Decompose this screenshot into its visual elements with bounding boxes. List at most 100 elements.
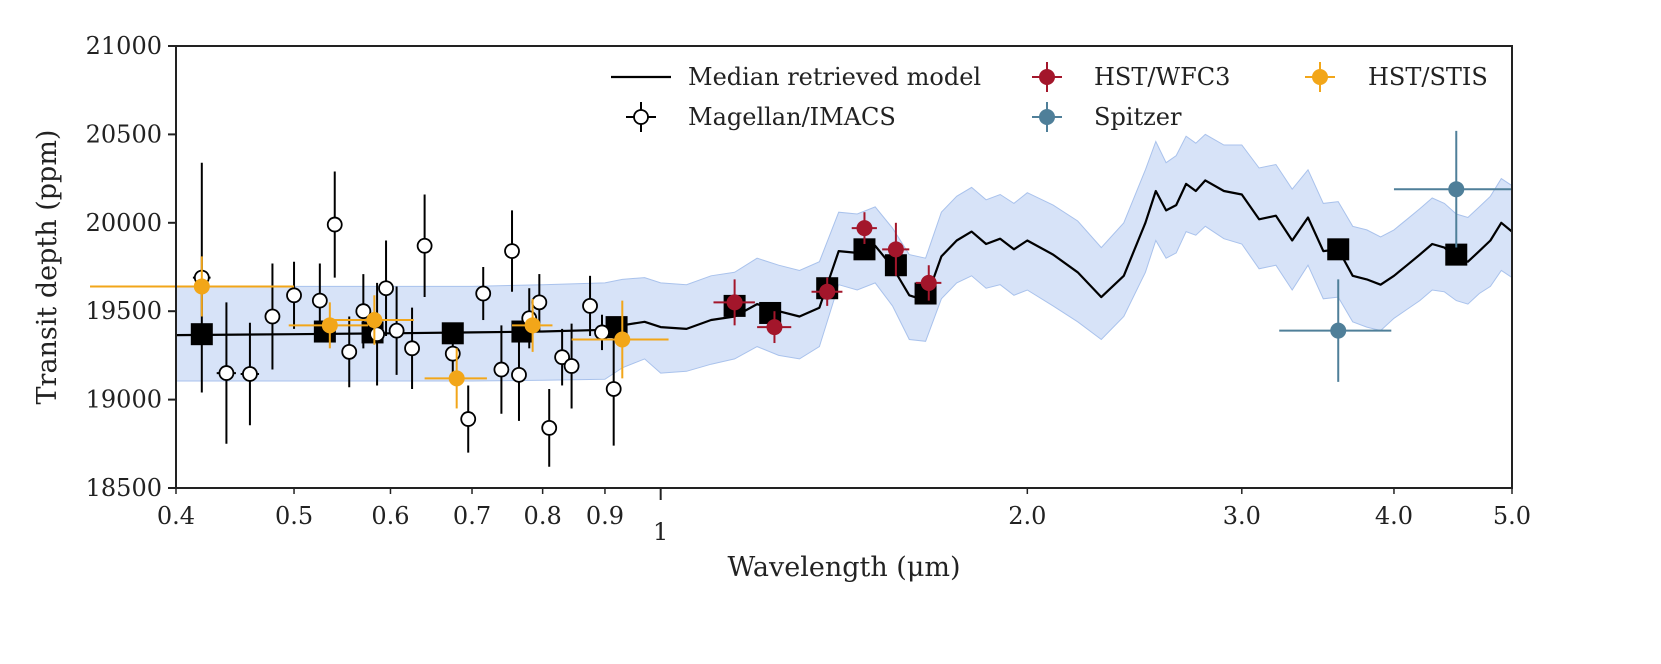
- data-marker: [856, 220, 873, 237]
- x-tick-label: 0.4: [157, 502, 195, 530]
- data-point: [331, 295, 414, 345]
- data-marker: [920, 274, 937, 291]
- y-tick-label: 18500: [86, 474, 162, 502]
- data-point: [1393, 130, 1512, 248]
- data-marker: [326, 216, 343, 233]
- model-line: [175, 179, 1513, 337]
- data-marker: [819, 283, 836, 300]
- data-marker: [614, 331, 631, 348]
- y-tick-label: 20000: [86, 209, 162, 237]
- data-points-layer: [90, 130, 1512, 467]
- x-tick-label: 0.9: [586, 502, 624, 530]
- data-point: [571, 300, 669, 379]
- data-point: [713, 279, 755, 326]
- x-axis-title: Wavelength (μm): [727, 552, 960, 583]
- binned-model-point: [1327, 238, 1350, 261]
- data-point: [460, 385, 477, 453]
- data-point: [341, 316, 358, 388]
- data-point: [511, 328, 527, 421]
- series-spitzer: [1279, 130, 1512, 382]
- data-marker: [341, 343, 358, 360]
- data-marker: [531, 294, 548, 311]
- data-marker: [218, 365, 235, 381]
- data-marker: [504, 243, 520, 259]
- data-point: [757, 311, 792, 344]
- data-point: [286, 261, 302, 329]
- data-marker: [378, 280, 394, 297]
- legend-label: Median retrieved model: [688, 63, 981, 91]
- data-point: [240, 322, 260, 426]
- x-tick-label: 5.0: [1493, 502, 1531, 530]
- legend: Median retrieved model Magellan/IMACS HST/…: [611, 62, 1488, 132]
- data-point: [582, 275, 598, 336]
- data-marker: [311, 292, 328, 309]
- model-line-layer: [175, 179, 1513, 337]
- data-point: [594, 314, 610, 351]
- data-marker: [416, 237, 433, 254]
- data-marker: [594, 324, 610, 341]
- data-point: [915, 265, 942, 301]
- data-point: [90, 256, 295, 317]
- data-marker: [511, 366, 527, 383]
- x-tick-label: 0.6: [371, 502, 409, 530]
- series-hst-stis: [90, 256, 669, 409]
- legend-entry: Median retrieved model: [611, 63, 981, 91]
- data-point: [512, 298, 553, 352]
- data-point: [605, 332, 622, 446]
- axes-layer: 18500 19000 19500 20000 20500 21000 0.4 0.5 0.6 0…: [86, 32, 1531, 546]
- data-marker: [286, 287, 302, 304]
- data-point: [388, 286, 405, 375]
- data-point: [216, 302, 236, 444]
- data-marker: [1448, 181, 1465, 198]
- data-point: [504, 210, 520, 292]
- legend-label: HST/WFC3: [1094, 63, 1230, 91]
- y-axis-title: Transit depth (ppm): [32, 130, 63, 405]
- data-marker: [1330, 322, 1347, 339]
- data-marker: [242, 366, 258, 382]
- x-tick-label: 2.0: [1008, 502, 1046, 530]
- x-major-tick-label: 1: [653, 518, 668, 546]
- data-point: [882, 222, 910, 276]
- data-marker: [264, 308, 281, 325]
- data-marker: [366, 312, 383, 329]
- data-point: [811, 277, 843, 306]
- x-tick-label: 0.7: [453, 502, 491, 530]
- data-point: [355, 274, 372, 349]
- data-marker: [766, 319, 783, 336]
- data-point: [416, 194, 433, 298]
- legend-entry: Magellan/IMACS: [626, 102, 896, 132]
- data-marker: [460, 411, 477, 427]
- data-marker: [582, 297, 598, 314]
- data-marker: [404, 340, 420, 357]
- y-tick-label: 19500: [86, 297, 162, 325]
- x-tick-label: 0.5: [275, 502, 313, 530]
- y-tick-label: 20500: [86, 120, 162, 148]
- legend-label: HST/STIS: [1368, 63, 1488, 91]
- data-marker: [524, 317, 541, 334]
- data-point: [378, 240, 394, 336]
- data-point: [493, 325, 510, 414]
- x-tick-label: 4.0: [1375, 502, 1413, 530]
- data-marker: [388, 322, 405, 339]
- data-marker: [887, 241, 904, 258]
- data-point: [326, 171, 343, 278]
- data-marker: [321, 317, 338, 334]
- data-point: [554, 328, 571, 386]
- legend-swatch: [1039, 69, 1055, 85]
- legend-entry: Spitzer: [1032, 102, 1182, 132]
- data-point: [264, 263, 281, 370]
- data-marker: [563, 358, 580, 374]
- data-point: [404, 307, 420, 389]
- plot-frame: [175, 45, 1513, 489]
- binned-model-point: [759, 301, 782, 324]
- legend-entry: HST/WFC3: [1032, 62, 1230, 92]
- legend-swatch: [633, 109, 649, 125]
- data-point: [288, 302, 368, 349]
- data-point: [475, 267, 492, 321]
- data-marker: [493, 361, 510, 378]
- data-marker: [554, 349, 571, 366]
- legend-entry: HST/STIS: [1305, 62, 1488, 92]
- x-tick-label: 0.8: [524, 502, 562, 530]
- data-point: [424, 348, 487, 409]
